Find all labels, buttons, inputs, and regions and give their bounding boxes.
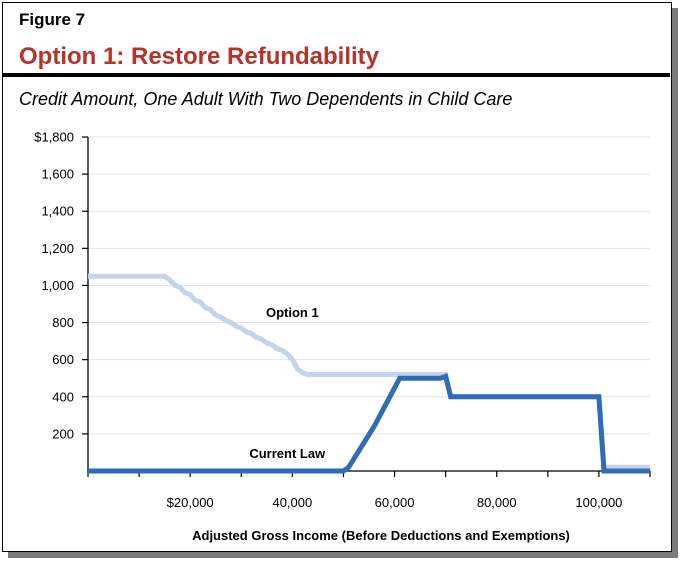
figure-frame: Figure 7 Option 1: Restore Refundability… (2, 2, 672, 552)
y-tick-label: 1,000 (41, 278, 74, 293)
y-tick-label: 600 (52, 352, 74, 367)
tick-labels: 200 400 600 800 1,000 1,200 1,400 1,600 $1,800 $2… (34, 130, 622, 511)
x-tick-label: 100,000 (575, 495, 622, 510)
y-tick-label: 800 (52, 315, 74, 330)
annotation-current-law: Current Law (249, 446, 326, 461)
chart-subtitle: Credit Amount, One Adult With Two Depend… (19, 89, 513, 109)
title-divider (3, 73, 670, 77)
y-tick-label: 400 (52, 389, 74, 404)
series-line-current-law (88, 373, 650, 474)
y-tick-label: 1,600 (41, 167, 74, 182)
figure-label: Figure 7 (19, 10, 86, 29)
axes (82, 136, 651, 477)
y-tick-label: 200 (52, 426, 74, 441)
x-axis-label: Adjusted Gross Income (Before Deductions… (192, 528, 570, 543)
annotation-option-1: Option 1 (266, 305, 319, 320)
x-tick-label: $20,000 (167, 495, 214, 510)
x-tick-label: 40,000 (272, 495, 312, 510)
y-tick-label: $1,800 (34, 130, 74, 145)
y-tick-label: 1,200 (41, 241, 74, 256)
series-line-option-1 (88, 273, 650, 470)
x-tick-label: 80,000 (477, 495, 517, 510)
y-tick-label: 1,400 (41, 204, 74, 219)
x-tick-label: 60,000 (375, 495, 415, 510)
series-lines (88, 273, 650, 474)
figure-title: Option 1: Restore Refundability (19, 43, 380, 70)
